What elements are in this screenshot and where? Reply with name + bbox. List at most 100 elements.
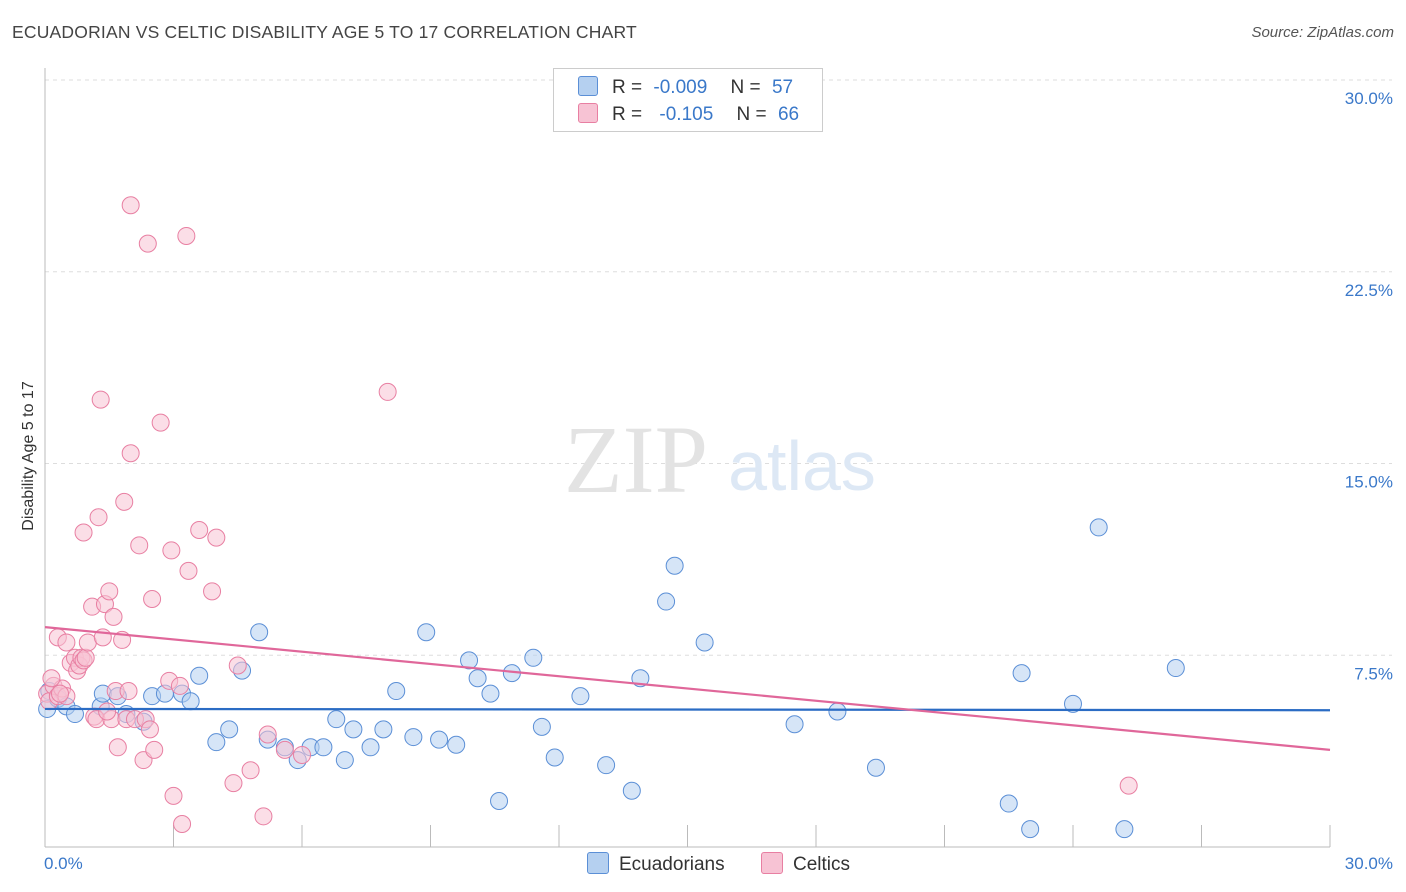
ecuadorians-trend-line <box>44 707 1331 712</box>
celtic-point <box>275 740 294 759</box>
bottom-legend-ecuadorians[interactable]: Ecuadorians <box>587 852 725 876</box>
ecuadorian-point <box>1064 694 1082 713</box>
ecuadorian-point <box>866 758 885 777</box>
ecuadorian-point <box>1089 518 1108 537</box>
ecuadorian-point <box>1021 820 1040 839</box>
x-tick-label: 0.0% <box>44 854 83 873</box>
axes <box>44 68 1331 848</box>
ecuadorian-point <box>597 756 616 775</box>
ecuadorian-point <box>1166 659 1185 678</box>
legend-row-celtics: R = -0.105 N = 66 <box>578 103 799 126</box>
ecuadorian-point <box>447 735 466 754</box>
celtics-legend-label: Celtics <box>793 854 851 875</box>
ecuadorian-point <box>622 781 641 800</box>
ecuadorian-point <box>657 592 676 611</box>
celtic-point <box>151 413 170 432</box>
ecuadorian-point <box>430 730 449 749</box>
celtic-point <box>190 520 209 539</box>
celtics-swatch-icon <box>578 103 598 123</box>
ecuadorian-point <box>785 715 804 734</box>
ecuadorian-point <box>1012 664 1031 683</box>
trend-lines <box>44 626 1331 751</box>
legend-n-label: N = <box>730 77 761 98</box>
celtic-point <box>91 390 110 409</box>
celtic-point <box>203 582 222 601</box>
celtic-point <box>145 740 164 759</box>
y-tick-label: 15.0% <box>1345 473 1393 492</box>
celtic-point <box>179 561 198 580</box>
celtic-point <box>115 492 134 511</box>
celtics-swatch-icon <box>761 852 783 874</box>
chart-title: ECUADORIAN VS CELTIC DISABILITY AGE 5 TO… <box>12 22 637 42</box>
watermark-atlas: atlas <box>728 427 876 505</box>
bottom-legend-celtics[interactable]: Celtics <box>761 852 850 876</box>
celtic-point <box>140 720 159 739</box>
celtic-point <box>78 633 97 652</box>
y-tick-label: 30.0% <box>1345 89 1393 108</box>
celtic-point <box>42 669 61 688</box>
celtic-point <box>121 444 140 463</box>
legend-n-label: N = <box>736 104 767 125</box>
ecuadorian-point <box>250 623 269 642</box>
ecuadorian-point <box>181 692 200 711</box>
legend-row-ecuadorians: R = -0.009 N = 57 <box>578 76 793 99</box>
ecuadorian-point <box>571 687 590 706</box>
ecuadorian-point <box>314 738 333 757</box>
ecuadorian-point <box>404 728 423 747</box>
celtic-point <box>50 684 69 703</box>
ecuadorian-point <box>207 733 226 752</box>
celtic-point <box>378 382 397 401</box>
celtic-point <box>173 814 192 833</box>
ecuadorian-point <box>460 651 479 670</box>
celtic-point <box>104 607 123 626</box>
watermark-zip: ZIP <box>564 406 708 513</box>
legend-n-value-celtics: 66 <box>777 104 800 125</box>
ecuadorians-legend-label: Ecuadorians <box>619 854 725 875</box>
y-axis-label: Disability Age 5 to 17 <box>20 381 37 531</box>
grid-lines <box>45 79 1392 656</box>
celtic-point <box>224 774 243 793</box>
legend-r-label: R = <box>612 77 643 98</box>
celtic-point <box>164 786 183 805</box>
celtic-point <box>108 738 127 757</box>
celtic-point <box>89 508 108 527</box>
ecuadorian-point <box>695 633 714 652</box>
celtic-point <box>143 590 162 609</box>
ecuadorian-point <box>524 648 543 667</box>
legend-r-value-ecuadorians: -0.009 <box>653 77 708 98</box>
y-tick-label: 7.5% <box>1354 664 1393 683</box>
ecuadorian-point <box>374 720 393 739</box>
celtic-point <box>74 523 93 542</box>
legend-n-value-ecuadorians: 57 <box>771 77 794 98</box>
celtic-point <box>258 725 277 744</box>
tick-labels: 7.5% 15.0% 22.5% 30.0% 0.0% 30.0% <box>44 89 1393 873</box>
celtic-point <box>121 196 140 215</box>
celtic-point <box>1119 776 1138 795</box>
ecuadorians-swatch-icon <box>578 76 598 96</box>
ecuadorian-point <box>468 669 487 688</box>
ecuadorians-points <box>38 518 1185 839</box>
celtic-point <box>57 633 76 652</box>
celtic-point <box>162 541 181 560</box>
celtic-point <box>98 702 117 721</box>
celtics-trend-line <box>44 626 1331 751</box>
celtic-point <box>76 648 95 667</box>
ecuadorian-point <box>481 684 500 703</box>
ecuadorian-point <box>545 748 564 767</box>
ecuadorian-point <box>665 556 684 575</box>
legend-r-value-celtics: -0.105 <box>659 104 714 125</box>
ecuadorian-point <box>344 720 363 739</box>
x-tick-label: 30.0% <box>1345 854 1393 873</box>
celtic-point <box>100 582 119 601</box>
celtic-point <box>207 528 226 547</box>
y-tick-label: 22.5% <box>1345 281 1393 300</box>
ecuadorian-point <box>490 791 509 810</box>
source-label: Source: ZipAtlas.com <box>1251 24 1394 41</box>
celtic-point <box>228 656 247 675</box>
correlation-legend: R = -0.009 N = 57 R = -0.105 N = 66 <box>553 68 823 132</box>
celtic-point <box>241 761 260 780</box>
celtic-point <box>119 682 138 701</box>
ecuadorian-point <box>335 751 354 770</box>
ecuadorian-point <box>417 623 436 642</box>
